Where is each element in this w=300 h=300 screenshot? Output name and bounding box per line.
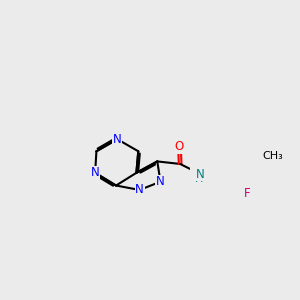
Text: N: N xyxy=(113,133,122,146)
Text: N: N xyxy=(196,168,205,181)
Text: O: O xyxy=(175,140,184,153)
Text: N: N xyxy=(156,175,165,188)
Text: F: F xyxy=(244,187,251,200)
Text: N: N xyxy=(91,166,100,179)
Text: CH₃: CH₃ xyxy=(262,151,283,161)
Text: N: N xyxy=(135,184,144,196)
Text: H: H xyxy=(195,174,204,184)
